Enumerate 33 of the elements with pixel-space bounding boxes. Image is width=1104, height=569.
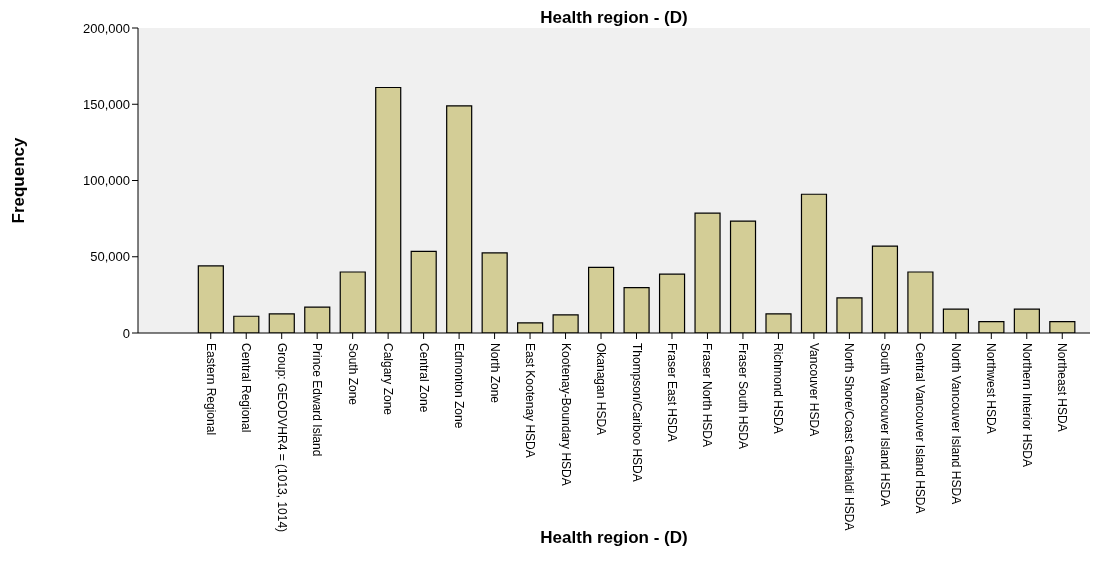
y-tick-label: 0	[122, 325, 130, 341]
y-tick-label: 50,000	[90, 249, 130, 265]
x-tick-label: Thompson/Cariboo HSDA	[629, 343, 644, 482]
x-tick-label: Northern Interior HSDA	[1019, 343, 1034, 468]
x-tick-label: Central Vancouver Island HSDA	[913, 343, 928, 514]
x-tick-label: Group: GEODVHR4 = (1013, 1014)	[274, 343, 289, 533]
y-axis-title: Frequency	[9, 136, 29, 224]
x-tick-label: Northeast HSDA	[1055, 343, 1070, 432]
y-tick-label: 150,000	[83, 96, 130, 112]
x-tick-label: East Kootenay HSDA	[523, 343, 538, 458]
x-tick-label: Eastern Regional	[203, 343, 218, 436]
y-tick-label: 200,000	[83, 20, 130, 36]
x-tick-label: Okanagan HSDA	[594, 343, 609, 436]
x-axis-title: Health region - (D)	[540, 528, 688, 547]
x-tick-label: Vancouver HSDA	[806, 343, 821, 437]
x-tick-label: Fraser North HSDA	[700, 343, 715, 448]
x-tick-label: South Zone	[345, 343, 360, 406]
x-tick-label: Prince Edward Island	[310, 343, 325, 457]
x-tick-label: North Vancouver Island HSDA	[948, 343, 963, 505]
x-tick-label: Fraser South HSDA	[735, 343, 750, 450]
x-tick-label: Kootenay-Boundary HSDA	[558, 343, 573, 486]
x-tick-label: Central Zone	[416, 343, 431, 413]
x-tick-label: Northwest HSDA	[984, 343, 999, 434]
x-tick-label: North Shore/Coast Garibaldi HSDA	[842, 343, 857, 531]
chart-title: Health region - (D)	[539, 8, 689, 28]
x-tick-label: Fraser East HSDA	[664, 343, 679, 442]
x-tick-label: Central Regional	[239, 343, 254, 433]
x-tick-label: Edmonton Zone	[452, 343, 467, 429]
x-tick-label: South Vancouver Island HSDA	[877, 343, 892, 507]
x-tick-label: North Zone	[487, 343, 502, 404]
x-tick-label: Richmond HSDA	[771, 343, 786, 434]
y-tick-label: 100,000	[83, 173, 130, 189]
x-tick-label: Calgary Zone	[381, 343, 396, 416]
